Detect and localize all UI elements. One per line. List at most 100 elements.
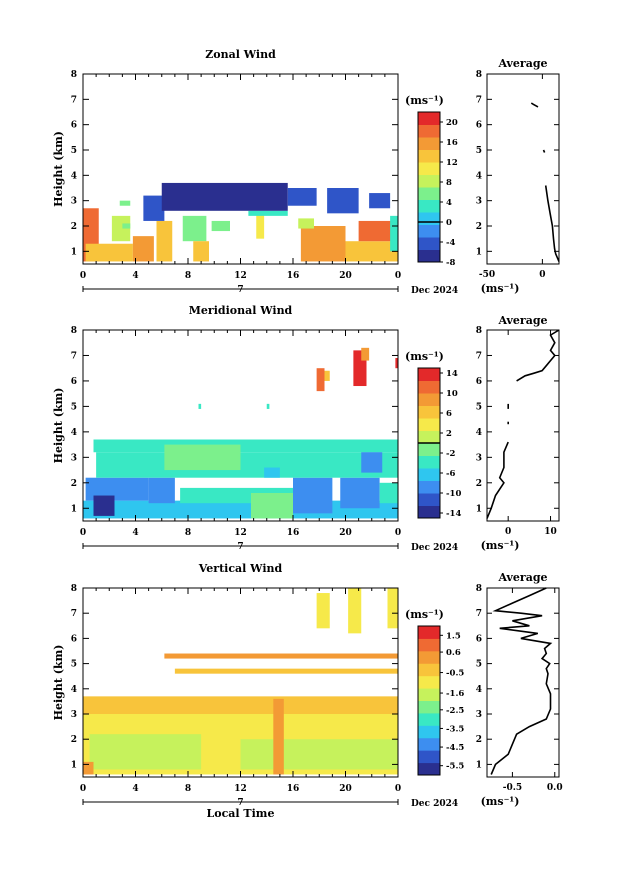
panel-title: Meridional Wind <box>189 304 293 317</box>
profile-x-unit: (ms⁻¹) <box>481 539 520 552</box>
heatmap-cell <box>93 439 398 453</box>
profile-y-tick-label: 8 <box>476 584 482 594</box>
x-tick-label: 20 <box>339 784 352 794</box>
colorbar-swatch <box>418 712 440 726</box>
colorbar: 1.5 0.6 -0.5 -1.6 -2.5 -3.5 -4.5 -5.5 <box>417 625 464 776</box>
x-tick-label: 4 <box>132 784 138 794</box>
average-profile: 1 2 3 4 5 6 7 8 -0.5 0.0 Average (ms⁻¹) <box>476 571 563 808</box>
y-axis-title: Height (km) <box>52 131 65 207</box>
profile-line <box>544 185 560 262</box>
colorbar-swatch <box>418 393 440 406</box>
colorbar-swatch <box>418 380 440 394</box>
colorbar-swatch <box>418 675 440 689</box>
colorbar-tick-label: -8 <box>446 258 456 268</box>
y-tick-label: 1 <box>71 760 77 770</box>
profile-title: Average <box>497 571 547 584</box>
x-tick-label: 16 <box>287 784 300 794</box>
colorbar-tick-label: 20 <box>446 118 458 128</box>
y-tick-label: 6 <box>71 377 77 387</box>
heatmap-cell <box>148 477 175 504</box>
heatmap-cell <box>395 358 398 369</box>
colorbar-swatch <box>418 505 440 519</box>
heatmap-cell <box>193 241 209 262</box>
profile-y-tick-label: 7 <box>476 351 482 361</box>
y-tick-label: 3 <box>71 453 77 463</box>
profile-y-tick-label: 7 <box>476 609 482 619</box>
colorbar-swatch <box>418 112 440 125</box>
heatmap-cell <box>156 220 173 262</box>
date-label: Dec 2024 <box>411 286 458 296</box>
y-tick-label: 8 <box>71 584 77 594</box>
y-tick-label: 4 <box>71 171 77 181</box>
x-tick-label: 0 <box>395 528 401 538</box>
colorbar-swatch <box>418 700 440 714</box>
colorbar-swatch <box>418 137 440 150</box>
colorbar-swatch <box>418 187 440 200</box>
profile-x-tick-label: 0.0 <box>547 783 563 793</box>
heatmap-cell <box>83 696 398 714</box>
profile-y-tick-label: 6 <box>476 634 482 644</box>
colorbar-frame <box>417 625 441 776</box>
average-profile: 1 2 3 4 5 6 7 8 0 10 Average (ms⁻¹) <box>476 314 560 552</box>
x-axis-title: Local Time <box>207 807 275 820</box>
profile-line <box>530 102 539 108</box>
profile-line <box>516 329 560 382</box>
colorbar-swatch <box>418 468 440 481</box>
profile-y-tick-label: 5 <box>476 660 482 670</box>
profile-y-tick-label: 8 <box>476 326 482 336</box>
colorbar-tick-label: -14 <box>446 509 461 519</box>
colorbar-tick-label: 1.5 <box>446 631 461 641</box>
colorbar-tick-label: -2.5 <box>446 706 464 716</box>
y-tick-label: 4 <box>71 685 77 695</box>
heatmap-cell <box>390 215 398 252</box>
heatmap-cell <box>85 243 133 262</box>
panel-title: Vertical Wind <box>198 562 283 575</box>
colorbar-tick-label: 0 <box>446 218 452 228</box>
heatmap-regions <box>83 347 398 519</box>
heatmap-cell <box>164 653 398 659</box>
colorbar-swatch <box>418 663 440 677</box>
y-tick-label: 8 <box>71 70 77 80</box>
colorbar: 20 16 12 8 4 0 -4 -8 <box>417 111 458 268</box>
profile-y-tick-label: 2 <box>476 479 482 489</box>
colorbar-swatch <box>418 688 440 701</box>
colorbar-swatch <box>418 737 440 751</box>
y-tick-label: 5 <box>71 660 77 670</box>
x-tick-label: 8 <box>185 528 191 538</box>
colorbar-swatch <box>418 725 440 739</box>
heatmap-cell <box>182 215 207 242</box>
heatmap-cell <box>96 452 398 478</box>
profile-line <box>486 441 509 519</box>
profile-x-tick-label: 0 <box>539 270 545 280</box>
y-tick-label: 7 <box>71 609 77 619</box>
colorbar-swatch <box>418 124 440 138</box>
profile-y-tick-label: 6 <box>476 121 482 131</box>
colorbar-swatch <box>418 762 440 776</box>
y-tick-label: 6 <box>71 121 77 131</box>
x-tick-label: 4 <box>132 271 138 281</box>
profile-y-tick-label: 6 <box>476 377 482 387</box>
profile-x-tick-label: -50 <box>479 270 495 280</box>
colorbar-frame <box>417 111 441 263</box>
y-tick-label: 7 <box>71 95 77 105</box>
heatmap-cell <box>198 403 202 409</box>
colorbar-tick-label: 16 <box>446 138 458 148</box>
colorbar-tick-label: -0.5 <box>446 669 464 679</box>
profile-y-tick-label: 7 <box>476 95 482 105</box>
colorbar-swatch <box>418 443 440 456</box>
profile-x-tick-label: -0.5 <box>503 783 522 793</box>
colorbar-tick-label: 6 <box>446 409 452 419</box>
colorbar-swatch <box>418 405 440 419</box>
colorbar-swatch <box>418 493 440 506</box>
profile-x-unit: (ms⁻¹) <box>481 282 520 295</box>
date-tick-label: 7 <box>237 285 243 295</box>
date-tick-label: 7 <box>237 542 243 552</box>
colorbar-unit: (ms⁻¹) <box>405 94 444 107</box>
colorbar-swatch <box>418 626 440 639</box>
date-tick-label: 7 <box>237 798 243 808</box>
y-tick-label: 2 <box>71 222 77 232</box>
colorbar-tick-label: 2 <box>446 429 452 439</box>
heatmap-regions <box>83 182 398 262</box>
heatmap-cell <box>387 588 398 629</box>
